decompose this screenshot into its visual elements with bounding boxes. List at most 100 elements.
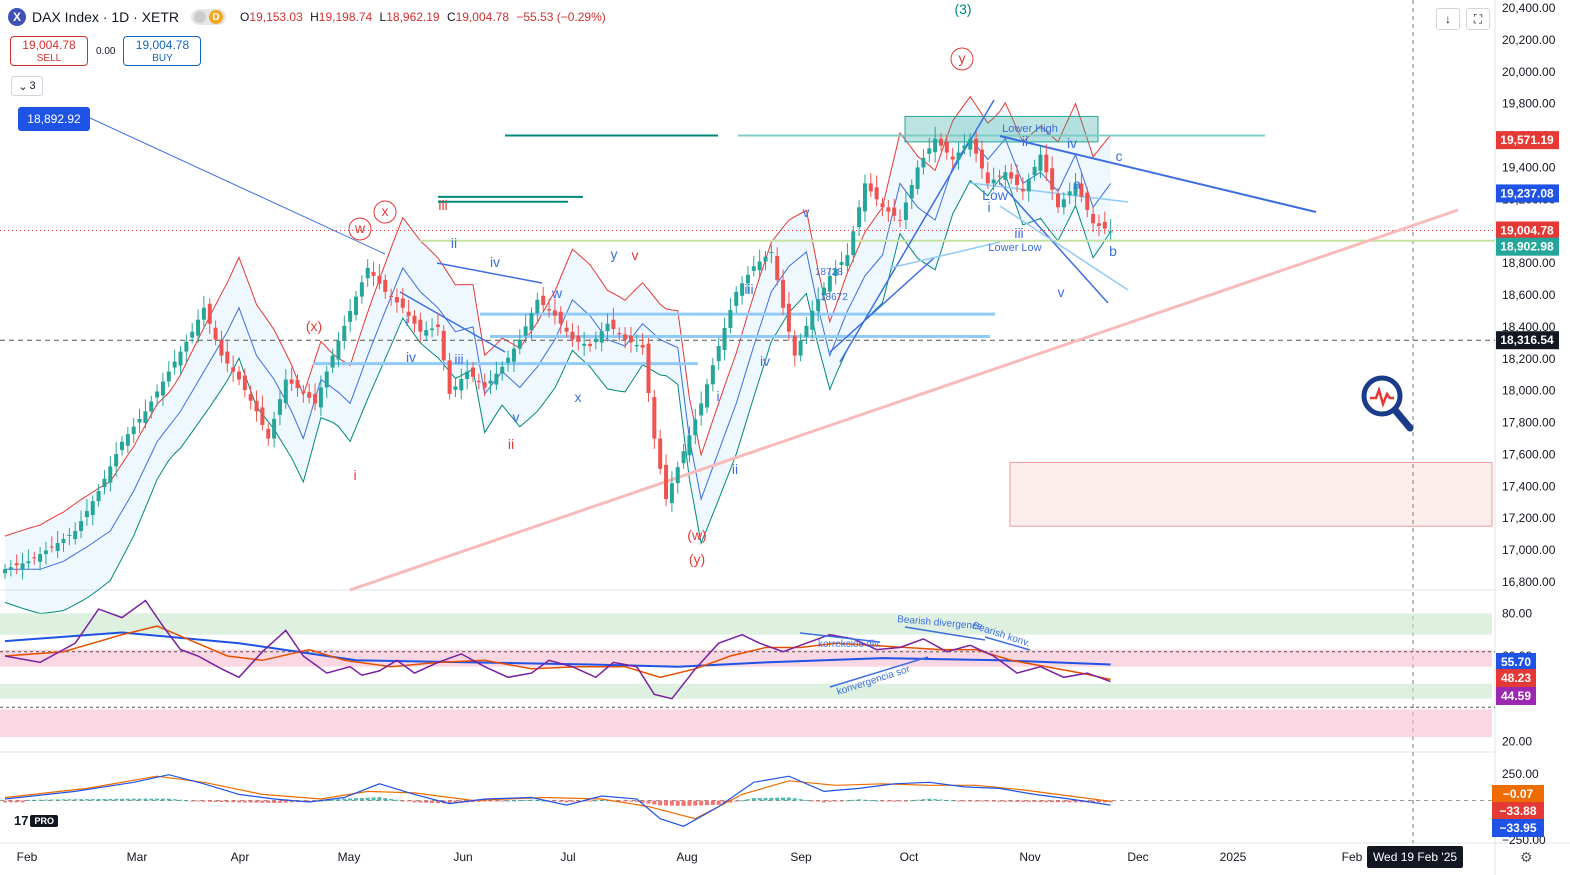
macd-histogram-bar [20,800,25,803]
gear-icon[interactable]: ⚙ [1520,849,1533,865]
macd-histogram-bar [576,800,581,802]
candle-body [968,138,973,150]
candle-body [699,403,704,416]
macd-histogram-bar [628,800,633,802]
candle-body [763,256,768,262]
macd-histogram-bar [927,798,932,801]
candle-body [125,434,130,446]
candle-body [201,307,206,320]
candle-body [1020,188,1025,192]
macd-histogram-bar [342,798,347,801]
macd-histogram-bar [804,799,809,801]
price-axis-label: 19,400.00 [1502,160,1556,174]
macd-histogram-bar [968,800,973,802]
time-axis-label: Feb [1342,850,1363,864]
candle-body [851,231,856,256]
candle-body [921,157,926,168]
candle-body [1009,172,1014,179]
macd-histogram-bar [523,799,528,801]
candle-body [769,251,774,253]
wave-label: ii [508,436,514,452]
macd-histogram-bar [933,799,938,801]
candle-body [348,310,353,322]
candle-body [459,378,464,391]
price-tag-box [1496,221,1559,240]
candle-body [38,554,43,562]
callout-line [89,117,386,255]
macd-histogram-bar [786,797,791,801]
rsi-axis-label: 20.00 [1502,734,1532,748]
candle-body [728,309,733,328]
macd-histogram-bar [991,800,996,802]
macd-histogram-bar [359,797,364,801]
candle-body [593,338,598,343]
candle-body [14,563,19,566]
macd-histogram-bar [687,800,692,806]
symbol-title[interactable]: DAX Index · 1D · XETR [32,9,180,25]
candle-body [541,295,546,306]
price-axis-label: 17,800.00 [1502,416,1556,430]
candle-body [114,454,119,467]
macd-histogram-bar [84,799,89,801]
download-arrow-icon[interactable]: ↓ [1436,8,1460,30]
wave-label: iv [1067,135,1077,151]
macd-histogram-bar [1009,800,1014,802]
macd-histogram-bar [1015,800,1020,802]
buy-button[interactable]: 19,004.78 BUY [123,36,202,66]
macd-histogram-bar [769,797,774,801]
candle-body [985,172,990,184]
candle-body [745,274,750,284]
candle-body [389,295,394,298]
rsi-band [0,683,1492,699]
macd-histogram-bar [1091,800,1096,803]
collapse-indicators-button[interactable]: ⌄ 3 [11,76,43,96]
candle-body [523,326,528,336]
macd-signal-line [4,775,1111,820]
macd-histogram-bar [49,799,54,801]
candle-body [933,138,938,153]
macd-value-tag [1492,785,1544,803]
macd-histogram-bar [506,800,511,802]
macd-histogram-bar [8,800,13,803]
macd-value-label: −33.88 [1499,804,1536,818]
price-axis-label: 17,000.00 [1502,543,1556,557]
candle-body [482,382,487,388]
divergence-label: korrekciós div. [818,639,881,650]
candle-body [529,313,534,331]
macd-histogram-bar [14,800,19,803]
candle-body [412,315,417,324]
price-axis-label: 17,600.00 [1502,447,1556,461]
candle-body [266,428,271,439]
bollinger-band-fill [5,96,1111,614]
fullscreen-icon[interactable]: ⛶ [1466,8,1490,30]
candle-body [705,384,709,408]
macd-histogram-bar [985,800,990,802]
macd-histogram-bar [125,798,130,801]
candle-body [1056,193,1060,208]
candle-body [400,298,405,308]
macd-histogram-bar [822,800,826,803]
macd-histogram-bar [1038,800,1043,803]
candle-body [617,333,622,335]
macd-histogram-bar [266,800,271,803]
macd-histogram-bar [535,800,540,802]
macd-histogram-bar [277,800,282,803]
macd-histogram-bar [903,800,908,802]
macd-histogram-bar [617,800,622,802]
macd-histogram-bar [939,799,943,801]
wave-label: v [1058,284,1065,300]
candle-body [833,268,838,276]
candle-body [465,371,470,379]
price-axis-label: 16,800.00 [1502,575,1556,589]
candle-body [32,557,37,559]
candle-body [166,371,171,382]
candle-body [295,379,300,389]
macd-histogram-bar [73,799,78,801]
wave-circle [348,217,372,241]
low-label: L [379,10,387,24]
indicator-status-pill[interactable]: D [191,9,227,25]
candle-body [383,279,388,292]
sell-button[interactable]: 19,004.78 SELL [10,36,88,66]
macd-histogram-bar [365,797,370,801]
